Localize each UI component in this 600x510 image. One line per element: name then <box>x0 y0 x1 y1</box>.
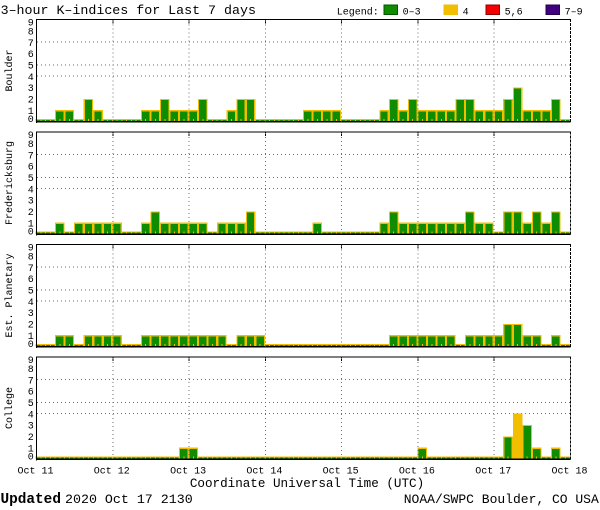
svg-text:6: 6 <box>28 163 34 174</box>
svg-text:3: 3 <box>28 309 34 320</box>
svg-text:7: 7 <box>28 39 34 50</box>
svg-text:0: 0 <box>28 453 34 464</box>
svg-text:8: 8 <box>28 365 34 376</box>
svg-text:0: 0 <box>28 115 34 126</box>
svg-text:2: 2 <box>28 433 34 444</box>
svg-text:1: 1 <box>28 444 34 455</box>
svg-text:1: 1 <box>28 107 34 118</box>
svg-text:9: 9 <box>28 19 34 30</box>
svg-text:5: 5 <box>28 61 34 72</box>
svg-text:5: 5 <box>28 174 34 185</box>
svg-text:6: 6 <box>28 275 34 286</box>
svg-text:8: 8 <box>28 252 34 263</box>
svg-text:9: 9 <box>28 356 34 367</box>
svg-text:Legend:: Legend: <box>337 7 379 19</box>
svg-text:7: 7 <box>28 151 34 162</box>
svg-text:4: 4 <box>463 8 469 19</box>
svg-text:Fredericksburg: Fredericksburg <box>4 141 16 225</box>
svg-text:5: 5 <box>28 399 34 410</box>
svg-text:8: 8 <box>28 140 34 151</box>
svg-text:0–3: 0–3 <box>403 8 421 19</box>
svg-text:NOAA/SWPC Boulder, CO USA: NOAA/SWPC Boulder, CO USA <box>404 492 599 507</box>
svg-text:Boulder: Boulder <box>4 49 16 91</box>
svg-text:0: 0 <box>28 228 34 239</box>
svg-text:3: 3 <box>28 197 34 208</box>
svg-text:Coordinate Universal Time (UTC: Coordinate Universal Time (UTC) <box>190 477 424 491</box>
svg-text:Oct 11: Oct 11 <box>17 466 53 477</box>
svg-text:Oct 12: Oct 12 <box>94 466 130 477</box>
svg-text:0: 0 <box>28 340 34 351</box>
svg-text:4: 4 <box>28 73 34 84</box>
svg-text:Est. Planetary: Est. Planetary <box>4 253 16 337</box>
svg-text:Oct 13: Oct 13 <box>170 466 206 477</box>
svg-text:6: 6 <box>28 50 34 61</box>
svg-text:2: 2 <box>28 320 34 331</box>
svg-text:Updated: Updated <box>1 492 61 508</box>
svg-text:3–hour K–indices for Last 7 da: 3–hour K–indices for Last 7 days <box>1 3 256 18</box>
svg-text:Oct 16: Oct 16 <box>399 466 435 477</box>
svg-text:6: 6 <box>28 388 34 399</box>
svg-text:Oct 18: Oct 18 <box>551 466 587 477</box>
svg-text:8: 8 <box>28 27 34 38</box>
svg-text:Oct 15: Oct 15 <box>323 466 359 477</box>
svg-text:Oct 14: Oct 14 <box>246 466 282 477</box>
svg-text:5,6: 5,6 <box>505 8 523 19</box>
svg-text:2020 Oct 17 2130: 2020 Oct 17 2130 <box>65 492 193 507</box>
svg-text:5: 5 <box>28 286 34 297</box>
svg-text:1: 1 <box>28 219 34 230</box>
svg-text:2: 2 <box>28 95 34 106</box>
svg-text:4: 4 <box>28 298 34 309</box>
svg-text:3: 3 <box>28 422 34 433</box>
svg-text:7: 7 <box>28 264 34 275</box>
svg-text:College: College <box>4 387 16 429</box>
svg-text:3: 3 <box>28 84 34 95</box>
svg-text:7–9: 7–9 <box>565 8 583 19</box>
svg-text:1: 1 <box>28 332 34 343</box>
svg-text:7: 7 <box>28 376 34 387</box>
svg-text:9: 9 <box>28 244 34 255</box>
svg-text:2: 2 <box>28 208 34 219</box>
svg-text:9: 9 <box>28 131 34 142</box>
svg-text:Oct 17: Oct 17 <box>475 466 511 477</box>
svg-text:4: 4 <box>28 185 34 196</box>
svg-text:4: 4 <box>28 410 34 421</box>
